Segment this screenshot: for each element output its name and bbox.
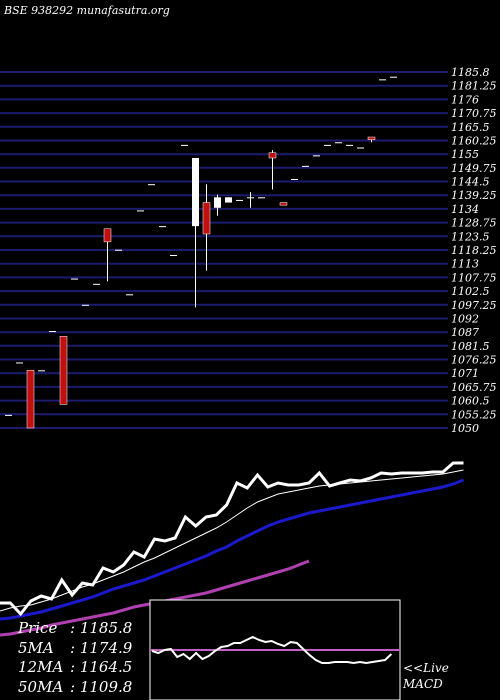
candle [357, 147, 364, 149]
y-tick-label: 1176 [451, 93, 479, 106]
macd-label: <<Live MACD [403, 660, 449, 692]
legend-price: Price: 1185.8 [18, 619, 133, 637]
candles [5, 76, 397, 429]
y-tick-label: 1055.25 [451, 408, 497, 421]
candle [390, 76, 397, 78]
candle [71, 278, 78, 280]
candle [291, 178, 298, 180]
y-tick-label: 1185.8 [451, 66, 490, 79]
y-tick-label: 1113 [451, 258, 479, 271]
macd-line [151, 635, 393, 665]
y-tick-label: 1181.25 [451, 80, 497, 93]
y-tick-label: 1134 [451, 203, 479, 216]
candle [258, 197, 265, 199]
candle [148, 184, 155, 186]
legend-50ma: 50MA: 1109.8 [18, 677, 133, 696]
candle [346, 144, 353, 146]
y-tick-label: 1118.25 [451, 244, 497, 257]
y-tick-label: 1065.75 [451, 381, 497, 394]
candle [93, 283, 100, 285]
legend-5ma: 5MA: 1174.9 [18, 638, 133, 657]
chart-title: BSE 938292 munafasutra.org [4, 4, 170, 17]
y-tick-label: 1139.25 [451, 189, 497, 202]
candle [115, 249, 122, 251]
macd-panel [149, 599, 401, 700]
y-tick-label: 1123.5 [451, 230, 490, 243]
y-tick-label: 1102.5 [451, 285, 490, 298]
candle [181, 144, 188, 146]
y-tick-label: 1076.25 [451, 354, 497, 367]
candle [367, 136, 376, 140]
y-tick-label: 1087 [451, 326, 479, 339]
candle [192, 157, 199, 227]
candle [103, 228, 112, 243]
candle [268, 152, 277, 159]
candle [279, 202, 288, 206]
candle [202, 202, 211, 235]
candle [324, 144, 331, 146]
y-tick-label: 1165.5 [451, 121, 490, 134]
price-grid [0, 71, 448, 429]
candle [379, 79, 386, 81]
y-tick-label: 1071 [451, 367, 479, 380]
candle [137, 210, 144, 212]
candle [313, 155, 320, 157]
y-tick-label: 1060.5 [451, 395, 490, 408]
y-tick-label: 1155 [451, 148, 479, 161]
y-tick-label: 1144.5 [451, 176, 490, 189]
candle [59, 335, 68, 405]
y-axis-labels: 1185.81181.2511761170.751165.51160.25115… [451, 66, 497, 435]
candle [302, 165, 309, 167]
y-tick-label: 1160.25 [451, 135, 497, 148]
macd-label-line1: <<Live [403, 661, 449, 675]
candle [126, 294, 133, 296]
y-tick-label: 1092 [451, 313, 479, 326]
candle [16, 362, 23, 364]
candle [335, 142, 342, 144]
y-tick-label: 1107.75 [451, 271, 497, 284]
y-tick-label: 1050 [451, 422, 479, 435]
candle [159, 226, 166, 228]
y-tick-label: 1081.5 [451, 340, 490, 353]
candle [38, 370, 45, 372]
candle [82, 304, 89, 306]
y-tick-label: 1128.75 [451, 217, 497, 230]
candle [26, 370, 35, 429]
legend-12ma: 12MA: 1164.5 [18, 658, 133, 676]
candle [5, 414, 12, 416]
macd-label-line2: MACD [403, 677, 443, 691]
candle [247, 197, 254, 199]
y-tick-label: 1097.25 [451, 299, 497, 312]
candle [49, 331, 56, 333]
candle [236, 199, 243, 201]
candle [225, 197, 232, 203]
ma-legend: Price: 1185.8 5MA: 1174.9 12MA: 1164.5 5… [18, 619, 132, 697]
candle [214, 197, 221, 208]
price-line [0, 461, 464, 617]
ma12-line [0, 478, 465, 621]
candle [170, 254, 177, 256]
y-tick-label: 1149.75 [451, 162, 497, 175]
y-tick-label: 1170.75 [451, 107, 497, 120]
